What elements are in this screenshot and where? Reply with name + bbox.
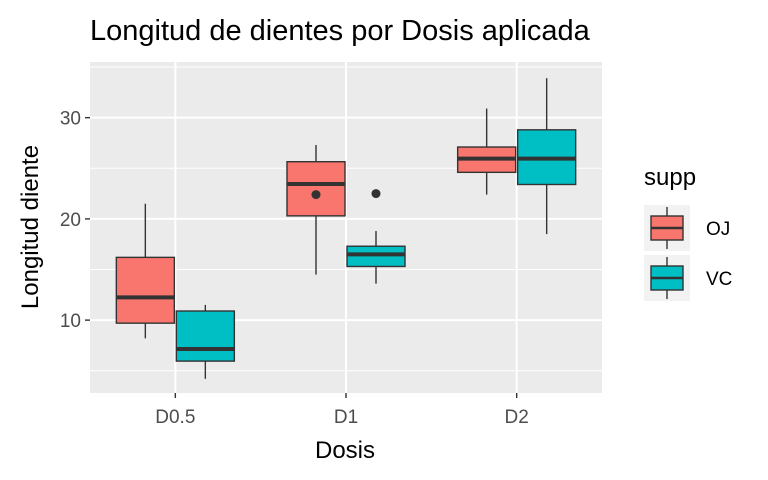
outlier-point	[311, 190, 321, 200]
y-axis: 10 20 30	[60, 109, 90, 332]
legend-label: OJ	[706, 219, 730, 240]
box-VC-D2	[516, 78, 577, 235]
legend-item-OJ: OJ	[644, 205, 730, 251]
legend-label: VC	[706, 269, 732, 290]
box-OJ-D0.5	[115, 203, 176, 339]
x-tick-label: D1	[334, 407, 358, 428]
box-OJ-D2	[456, 108, 517, 195]
box-VC-D1	[346, 189, 406, 284]
plot-panel	[90, 62, 602, 393]
box-VC-D0.5	[175, 304, 236, 379]
x-axis-title: Dosis	[315, 437, 375, 464]
box-body	[286, 161, 346, 217]
x-tick-label: D0.5	[155, 407, 195, 428]
outlier-point	[371, 189, 381, 199]
legend: supp OJ VC	[644, 164, 732, 301]
box-body	[175, 310, 236, 362]
y-tick-label: 20	[60, 210, 81, 231]
y-tick-label: 30	[60, 109, 81, 130]
legend-title: supp	[644, 164, 696, 191]
y-tick-label: 10	[60, 311, 81, 332]
box-body	[115, 256, 176, 324]
box-body	[346, 245, 406, 268]
legend-item-VC: VC	[644, 255, 732, 301]
x-tick-label: D2	[505, 407, 529, 428]
y-axis-title: Longitud diente	[17, 145, 44, 309]
x-axis: D0.5 D1 D2	[155, 393, 529, 428]
box-OJ-D1	[286, 145, 346, 275]
chart-title: Longitud de dientes por Dosis aplicada	[90, 15, 591, 47]
